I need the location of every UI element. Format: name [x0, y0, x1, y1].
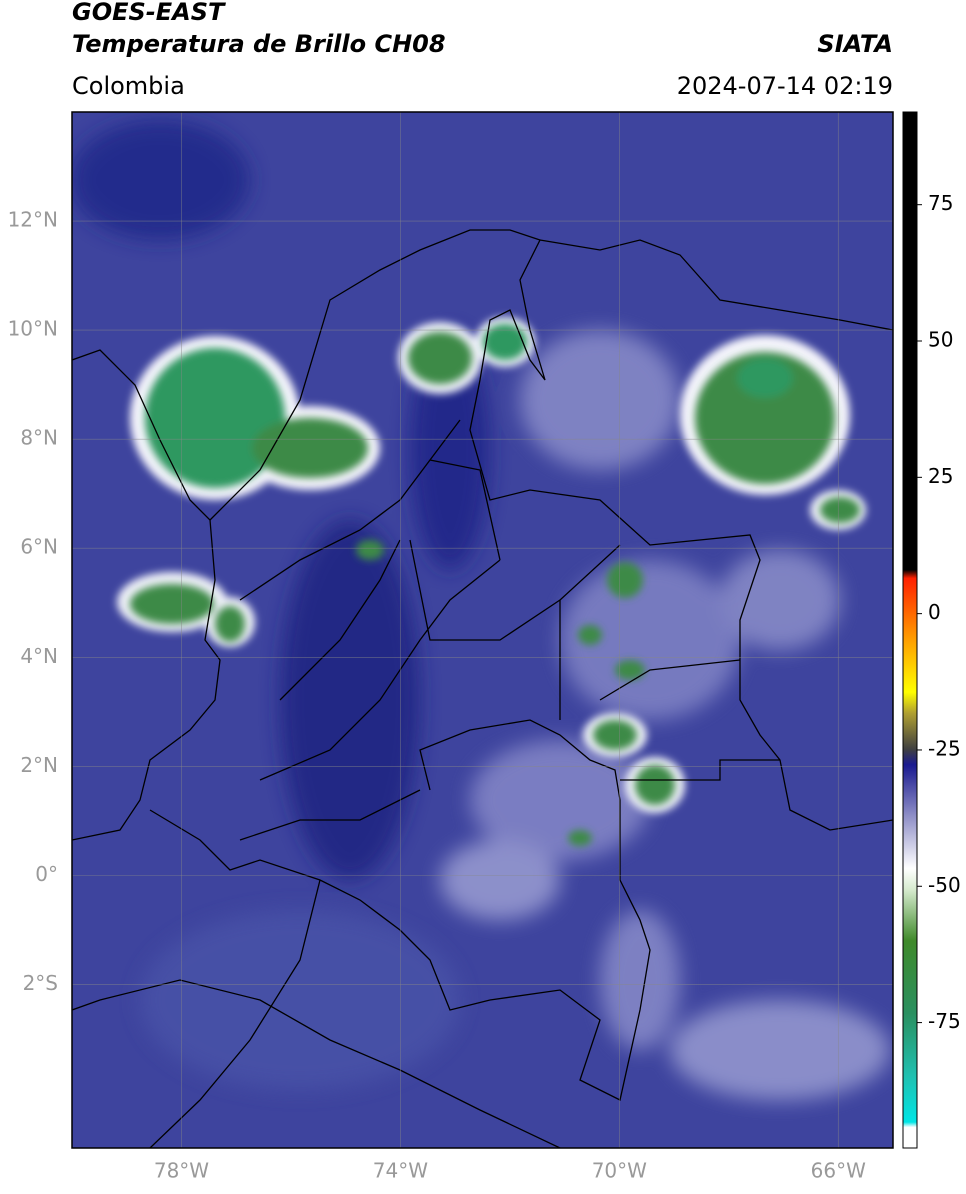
colorbar-tick-label: 50 [928, 328, 953, 352]
datetime: 2024-07-14 02:19 [677, 72, 893, 100]
y-tick-label: 6°N [20, 535, 58, 559]
y-tick-label: 0° [35, 862, 58, 886]
y-tick-label: 8°N [20, 426, 58, 450]
colorbar [902, 111, 918, 1149]
colorbar-tick-label: -75 [928, 1009, 961, 1033]
region: Colombia [72, 72, 185, 100]
y-tick-label: 2°N [20, 753, 58, 777]
colorbar-tick-label: 75 [928, 191, 953, 215]
x-tick-label: 70°W [592, 1159, 647, 1183]
x-tick-label: 66°W [811, 1159, 866, 1183]
x-tick-label: 78°W [154, 1159, 209, 1183]
y-tick-label: 2°S [23, 971, 58, 995]
borders [72, 229, 893, 1148]
satellite-image [72, 112, 893, 1148]
colorbar-tick-label: 0 [928, 600, 941, 624]
source: SIATA [817, 30, 893, 58]
x-tick-label: 74°W [373, 1159, 428, 1183]
subtitle: Temperatura de Brillo CH08 [72, 30, 446, 58]
y-tick-label: 10°N [8, 317, 58, 341]
grid [72, 112, 893, 1148]
colorbar-tick-label: -50 [928, 873, 961, 897]
y-tick-label: 4°N [20, 644, 58, 668]
colorbar-tick-label: -25 [928, 736, 961, 760]
map-frame [71, 111, 894, 1149]
y-tick-label: 12°N [8, 208, 58, 232]
colorbar-tick-label: 25 [928, 464, 953, 488]
title: GOES-EAST [72, 0, 226, 26]
